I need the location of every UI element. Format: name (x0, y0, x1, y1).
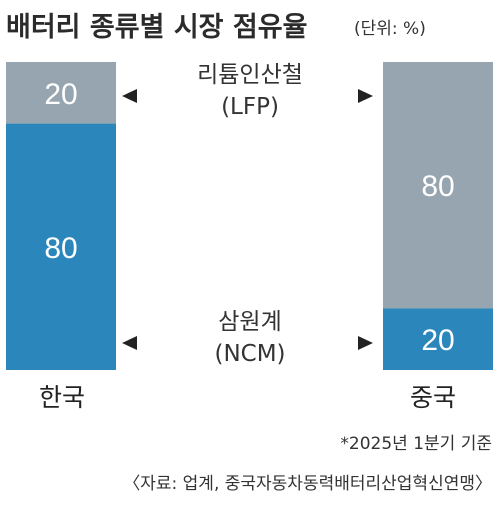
value-label-china-ncm: 20 (421, 324, 454, 357)
arrow-right-lfp (358, 89, 373, 103)
bar-korea-lfp (6, 62, 116, 124)
value-label-korea-ncm: 80 (44, 232, 77, 265)
footnote: *2025년 1분기 기준 (340, 434, 492, 454)
bar-china-ncm (383, 308, 493, 370)
value-label-korea-lfp: 20 (44, 78, 77, 111)
arrow-left-lfp (122, 89, 137, 103)
bars-group: 20 80 80 20 (6, 62, 493, 370)
category-label-korea: 한국 (39, 383, 85, 412)
category-label-china: 중국 (410, 383, 456, 412)
bar-china-lfp (383, 62, 493, 309)
legend-ncm-sub: (NCM) (214, 341, 285, 367)
value-label-china-lfp: 80 (421, 170, 454, 203)
arrow-left-ncm (122, 336, 137, 350)
bar-korea-ncm (6, 123, 116, 370)
unit-label: (단위: %) (354, 19, 426, 39)
source-note: 〈자료: 업계, 중국자동차동력배터리산업혁신연맹〉 (123, 474, 492, 494)
legend-ncm-name: 삼원계 (218, 309, 281, 335)
legend-lfp-name: 리튬인산철 (197, 62, 303, 88)
arrow-right-ncm (358, 336, 373, 350)
legend-lfp-sub: (LFP) (221, 94, 279, 120)
chart-title: 배터리 종류별 시장 점유율 (6, 12, 307, 43)
